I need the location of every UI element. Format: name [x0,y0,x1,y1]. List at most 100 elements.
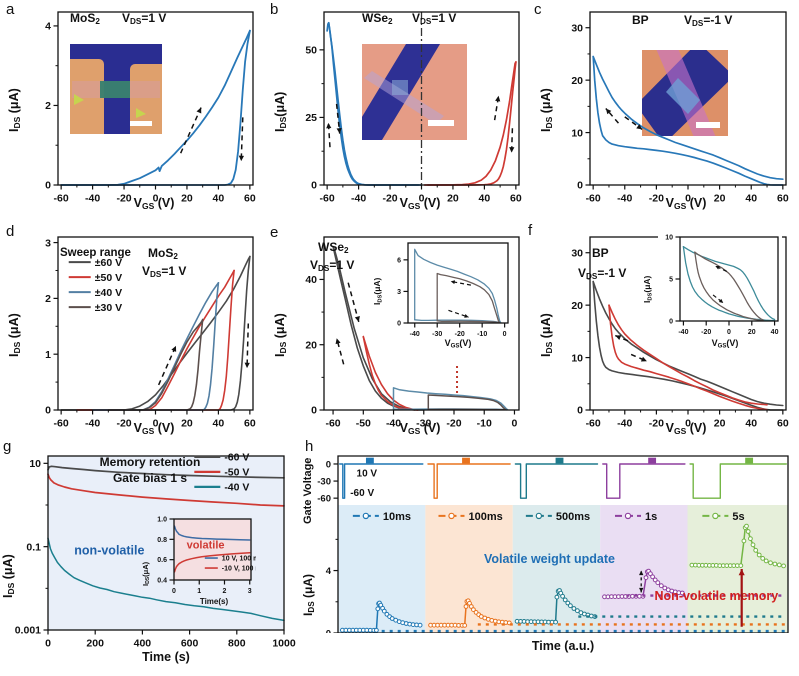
micrograph-b-flake [364,71,444,124]
svg-text:4: 4 [326,566,332,577]
svg-text:0: 0 [326,459,331,470]
svg-text:4: 4 [45,21,51,33]
panel-d-legend-title: Sweep range [60,247,131,259]
svg-text:-40: -40 [410,331,420,338]
panel-d-material-label: MoS2 [148,246,178,261]
svg-text:10 V: 10 V [357,469,378,480]
svg-text:40: 40 [305,274,317,286]
svg-text:non-volatile: non-volatile [74,543,144,557]
svg-text:0: 0 [326,628,331,633]
panel-f: -60 -40 -20 0 20 40 60 0 10 20 30 -40 -20 0 20 40 0 5 10 … [532,225,799,450]
svg-text:10: 10 [29,458,41,470]
panel-e-inset-y-axis-label: IDS(μA) [372,277,384,305]
panel-g-title-line2: Gate bias 1 s [112,471,188,485]
panel-e-inset-x-axis-label: VGS(V) [444,338,472,350]
panel-c-y-axis-label: IDS (μA) [539,88,554,132]
panel-letter-h: h [305,438,314,455]
svg-text:30: 30 [571,247,583,259]
svg-text:0: 0 [45,180,51,192]
svg-text:-60 V: -60 V [224,452,249,464]
svg-text:-40: -40 [386,418,401,430]
micrograph-a-channel-flake [100,81,130,98]
svg-text:0: 0 [311,405,317,417]
panel-h-ids-y-axis-label: IDS (μA) [301,573,316,616]
chart-bp-transfer: -60 -40 -20 0 20 40 60 0 10 20 30 [571,11,789,205]
micrograph-b-scalebar [428,120,454,126]
panel-b-bias-label: VDS=1 V [412,11,457,26]
svg-text:-20: -20 [116,418,131,430]
chart-volatile-inset: volatile 0 1 2 3 0.4 0.6 0.8 1.0 10 V, 100 ms -10 … [157,516,256,595]
svg-text:0: 0 [419,193,425,205]
panel-c: -60 -40 -20 0 20 40 60 0 10 20 30 BP VDS=-1 V IDS … [532,0,799,225]
svg-text:10: 10 [665,234,673,241]
svg-text:0: 0 [577,180,583,192]
svg-text:-50 V: -50 V [224,467,249,479]
panel-d-bias-label: VDS=1 V [142,264,187,279]
panel-letter-c: c [534,1,542,18]
svg-text:±30 V: ±30 V [95,302,122,314]
panel-d: -60 -40 -20 0 20 40 60 0 1 2 3 ±60 V ±50 V ±40 V ±30 V… [0,225,266,450]
svg-text:-60: -60 [54,193,69,205]
panel-a: -60 -40 -20 0 20 40 60 0 2 4 MoS2 VDS=1 V IDS (μA… [0,0,266,225]
micrograph-c-scalebar [696,122,720,128]
svg-text:60: 60 [777,193,789,205]
svg-text:-60: -60 [586,418,601,430]
svg-text:-10: -10 [477,418,492,430]
svg-text:40: 40 [213,418,225,430]
panel-a-y-axis-label: IDS (μA) [7,88,22,132]
svg-text:100ms: 100ms [468,511,502,523]
svg-text:-20: -20 [455,331,465,338]
panel-b-material-label: WSe2 [362,11,393,26]
svg-text:10ms: 10ms [383,511,411,523]
panel-b-x-axis-label: VGS (V) [399,196,441,211]
svg-text:0: 0 [512,418,518,430]
panel-c-bias-label: VDS=-1 V [684,13,733,28]
micrograph-a-electrode-left [70,59,104,134]
svg-text:±60 V: ±60 V [95,257,122,269]
panel-h-gate-y-axis-label: Gate Voltage [302,457,314,524]
svg-text:5s: 5s [732,511,744,523]
svg-text:0: 0 [685,193,691,205]
panel-f-inset-y-axis-label: IDS(μA) [642,275,654,303]
device-micrograph-mos2 [70,44,162,134]
svg-text:20: 20 [181,193,193,205]
micrograph-a-debris-2 [136,108,146,118]
svg-text:-10 V, 100 ms: -10 V, 100 ms [222,565,256,572]
svg-text:-20: -20 [649,193,664,205]
micrograph-a-debris-1 [74,94,84,105]
svg-text:-40: -40 [85,193,100,205]
svg-text:0.6: 0.6 [157,557,167,564]
svg-text:20: 20 [571,300,583,312]
svg-text:-60 V: -60 V [350,488,374,499]
panel-b: -60 -40 -20 0 20 40 60 0 25 50 WSe2 VDS=1 V IDS(μ… [266,0,532,225]
panel-letter-f: f [528,222,533,239]
svg-text:40: 40 [745,193,757,205]
svg-text:0: 0 [503,331,507,338]
svg-text:-10: -10 [477,331,487,338]
panel-f-material-label: BP [592,246,609,260]
panel-f-inset-x-axis-label: VGS(V) [711,338,739,350]
svg-text:-40: -40 [85,418,100,430]
svg-text:1000: 1000 [272,638,296,650]
svg-text:-20: -20 [116,193,131,205]
panel-h-x-axis-label: Time (a.u.) [531,639,595,653]
svg-text:50: 50 [305,45,317,57]
svg-text:600: 600 [181,638,199,650]
svg-text:0: 0 [685,418,691,430]
svg-text:0.4: 0.4 [157,577,167,584]
panel-a-material-label: MoS2 [70,11,100,26]
panel-e: -60 -50 -40 -30 -20 -10 0 0 20 40 -40 -30 -20 -10 0 0 3… [266,225,532,450]
svg-text:20: 20 [447,193,459,205]
svg-text:-20: -20 [701,329,711,336]
panel-e-bias-label: VDS=1 V [310,258,355,273]
svg-text:-20: -20 [649,418,664,430]
panel-f-y-axis-label: IDS (μA) [539,313,554,357]
svg-text:Non-volatile memory: Non-volatile memory [655,589,779,603]
svg-text:20: 20 [714,193,726,205]
panel-f-bias-label: VDS=-1 V [578,266,627,281]
panel-c-x-axis-label: VGS (V) [665,196,707,211]
panel-e-material-label: WSe2 [318,240,349,255]
svg-text:-60: -60 [317,493,331,504]
svg-text:±50 V: ±50 V [95,272,122,284]
micrograph-a-scalebar [130,121,152,126]
